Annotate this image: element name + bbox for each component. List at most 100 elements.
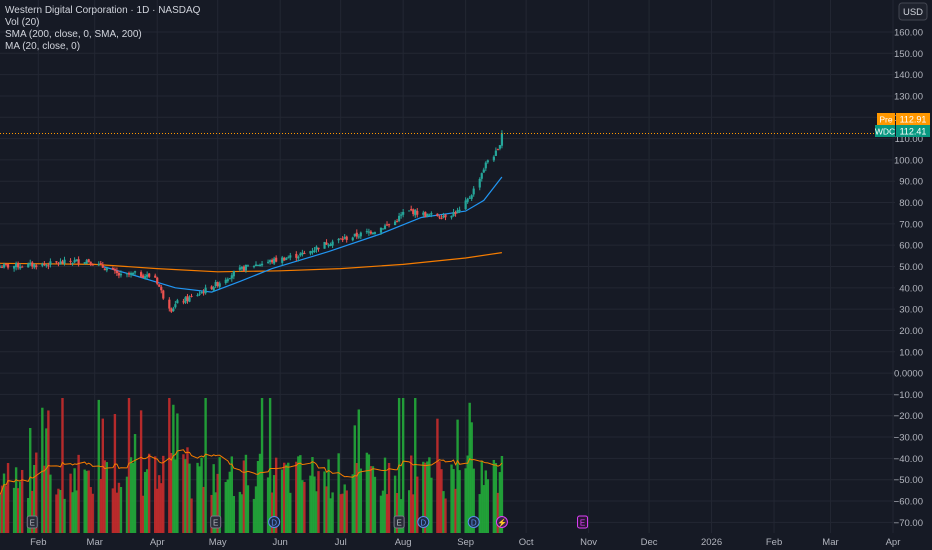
- pre-tag-label: Pre: [879, 115, 893, 125]
- price-tick-label: 100.00: [894, 155, 923, 166]
- candle-body: [61, 261, 64, 264]
- candle-body: [252, 266, 256, 268]
- volume-bar: [345, 490, 348, 533]
- volume-bar: [297, 456, 300, 533]
- volume-bar: [224, 482, 227, 533]
- volume-bar: [143, 471, 147, 533]
- candle-body: [496, 149, 499, 151]
- candle-body: [97, 263, 100, 265]
- candle-body: [398, 215, 401, 222]
- grid-lines: [0, 0, 895, 533]
- volume-bar: [0, 494, 2, 533]
- volume-bar: [160, 483, 163, 533]
- currency-label[interactable]: USD: [903, 7, 923, 18]
- volume-bar: [289, 492, 292, 533]
- candle-body: [412, 209, 415, 215]
- price-tick-label: 160.00: [894, 27, 923, 38]
- candle-body: [287, 257, 290, 259]
- volume-bar: [442, 491, 445, 533]
- volume-bar: [452, 469, 455, 533]
- candle-body: [69, 260, 72, 262]
- volume-bar: [416, 476, 419, 533]
- price-tick-label: 110.00: [895, 134, 923, 145]
- candle-body: [117, 272, 121, 276]
- volume-ma-path: [0, 449, 503, 495]
- candle-body: [416, 210, 419, 215]
- candle-body: [273, 258, 276, 264]
- candle-body: [456, 210, 459, 214]
- candle-body: [254, 264, 258, 267]
- candle-body: [327, 245, 330, 247]
- volume-bar: [351, 474, 354, 533]
- volume-bar: [494, 462, 498, 533]
- candle-body: [0, 266, 4, 268]
- volume-bar: [295, 461, 298, 533]
- price-axis[interactable]: 160.00150.00140.00130.00120.00110.00100.…: [894, 27, 923, 528]
- ma-20-line: [102, 176, 503, 293]
- volume-bar: [454, 488, 457, 533]
- volume-bar: [401, 398, 405, 533]
- candle-body: [105, 268, 108, 271]
- chart-title[interactable]: Western Digital Corporation · 1D · NASDA…: [5, 5, 201, 16]
- volume-bar: [343, 484, 346, 533]
- volume-bar: [113, 414, 117, 533]
- volume-bar: [147, 453, 151, 533]
- volume-bar: [33, 464, 36, 533]
- volume-bar: [176, 413, 179, 533]
- price-tick-label: 20.00: [899, 326, 923, 337]
- candle-body: [303, 253, 306, 255]
- volume-bar: [45, 428, 48, 533]
- event-markers: E E D E D D ⚡ E: [26, 515, 589, 529]
- volume-bar: [200, 457, 203, 533]
- time-tick-label: Sep: [457, 537, 474, 548]
- time-tick-label: May: [209, 537, 227, 548]
- volume-bar: [478, 494, 481, 533]
- volume-bar: [256, 460, 260, 533]
- volume-bar: [458, 470, 461, 533]
- event-marker-label: D: [271, 519, 277, 528]
- candle-body: [381, 228, 385, 230]
- volume-bar: [89, 487, 92, 533]
- volume-bar: [87, 470, 90, 533]
- candle-body: [29, 262, 32, 265]
- candle-body: [442, 215, 445, 218]
- price-tick-label: 30.00: [899, 305, 923, 316]
- currency-button: [898, 2, 928, 21]
- candle-body: [246, 265, 250, 267]
- candlesticks: [0, 130, 504, 313]
- volume-bar: [436, 418, 439, 533]
- candle-body: [41, 263, 44, 266]
- candle-body: [454, 212, 457, 215]
- volume-bar: [379, 495, 383, 533]
- volume-bar: [133, 434, 137, 533]
- candle-body: [438, 216, 441, 218]
- candle-body: [408, 210, 411, 212]
- volume-bar: [244, 454, 248, 533]
- candle-body: [484, 162, 487, 169]
- candle-body: [331, 241, 334, 246]
- volume-bar: [188, 463, 191, 533]
- candle-body: [89, 261, 92, 265]
- volume-bar: [274, 457, 278, 533]
- time-tick-label: Feb: [30, 537, 46, 548]
- indicator-volume[interactable]: Vol (20): [5, 17, 40, 28]
- volume-bar: [162, 455, 165, 533]
- candle-body: [385, 224, 389, 226]
- volume-bar: [75, 490, 78, 533]
- volume-bar: [266, 477, 270, 533]
- volume-bar: [168, 398, 171, 533]
- candle-body: [260, 263, 264, 266]
- time-axis[interactable]: Feb Mar Apr May Jun Jul Aug Sep Oct Nov Dec 2026 Feb…: [30, 537, 900, 548]
- candle-body: [373, 232, 377, 234]
- candle-body: [218, 283, 221, 287]
- candle-body: [35, 265, 38, 268]
- time-tick-label: 2026: [701, 537, 722, 548]
- volume-bar: [430, 477, 433, 533]
- indicator-sma[interactable]: SMA (200, close, 0, SMA, 200): [5, 29, 142, 40]
- volume-bar: [117, 482, 121, 533]
- candle-body: [174, 304, 177, 308]
- indicator-ma[interactable]: MA (20, close, 0): [5, 41, 81, 52]
- price-tick-label: 10.00: [899, 347, 923, 358]
